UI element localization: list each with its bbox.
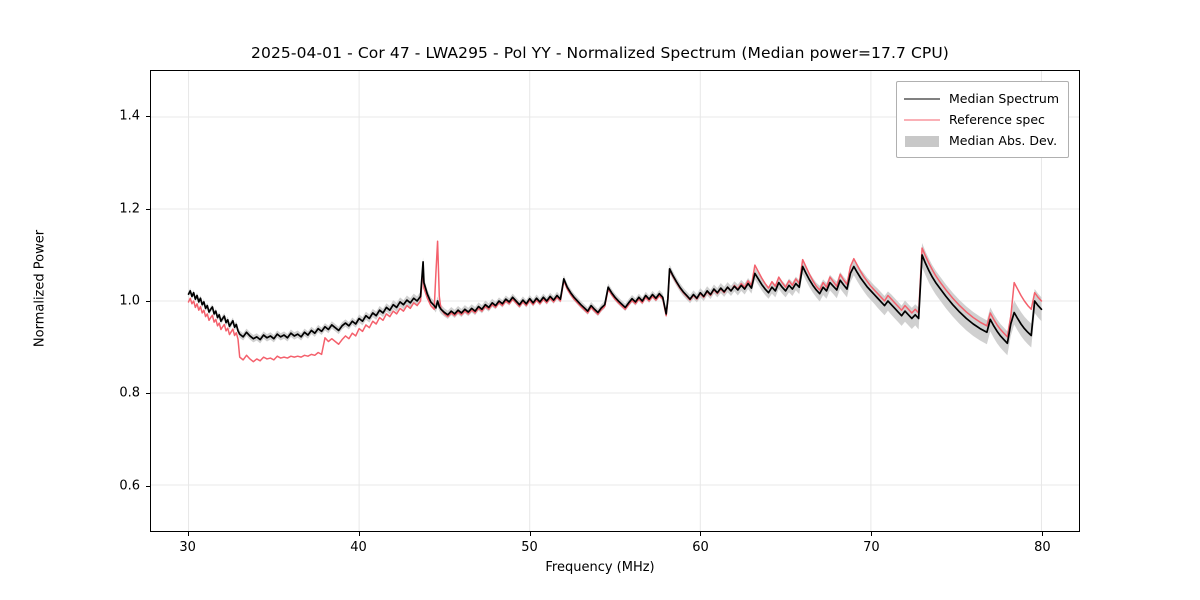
legend: Median Spectrum Reference spec Median Ab… (895, 81, 1069, 158)
reference-spec-line (187, 240, 1043, 363)
y-tick-label: 1.2 (119, 201, 140, 217)
x-tick-label: 60 (692, 540, 709, 555)
median-abs-dev-swatch (904, 135, 939, 147)
y-tick-mark (146, 301, 150, 302)
y-tick-mark (146, 485, 150, 487)
legend-line-icon (903, 92, 940, 106)
legend-label: Median Spectrum (948, 91, 1059, 106)
x-tick-label: 70 (863, 540, 880, 555)
y-tick-label: 0.8 (119, 385, 140, 401)
x-tick-label: 30 (179, 540, 196, 555)
y-tick-mark (146, 393, 150, 395)
y-tick-mark (146, 116, 150, 118)
x-tick-mark (700, 532, 702, 536)
legend-item-reference-spec: Reference spec (903, 109, 1059, 130)
legend-label: Median Abs. Dev. (948, 133, 1058, 148)
x-tick-label: 40 (350, 540, 367, 555)
y-tick-label: 1.0 (119, 293, 140, 309)
legend-label: Reference spec (948, 112, 1045, 127)
x-tick-mark (187, 532, 189, 536)
x-axis-label: Frequency (MHz) (545, 560, 655, 575)
x-tick-mark (529, 532, 531, 536)
spectrum-plot (151, 71, 1079, 531)
legend-line-icon (903, 113, 940, 127)
legend-patch-icon (904, 134, 940, 148)
plot-area: Median Spectrum Reference spec Median Ab… (150, 70, 1080, 532)
y-tick-label: 1.4 (119, 108, 140, 124)
reference-spec-swatch (903, 119, 940, 120)
y-tick-label: 0.6 (119, 478, 140, 494)
legend-item-median-spectrum: Median Spectrum (903, 88, 1059, 109)
x-tick-mark (358, 532, 360, 536)
median-spectrum-line (187, 254, 1043, 345)
y-tick-mark (146, 208, 150, 210)
median-spectrum-swatch (903, 98, 940, 99)
page-title: 2025-04-01 - Cor 47 - LWA295 - Pol YY - … (251, 44, 949, 62)
x-tick-label: 80 (1034, 540, 1051, 555)
legend-item-median-abs-dev: Median Abs. Dev. (904, 130, 1059, 151)
y-axis-label: Normalized Power (32, 229, 48, 348)
x-tick-mark (871, 532, 873, 536)
x-tick-mark (1042, 532, 1044, 536)
x-tick-label: 50 (521, 540, 538, 555)
